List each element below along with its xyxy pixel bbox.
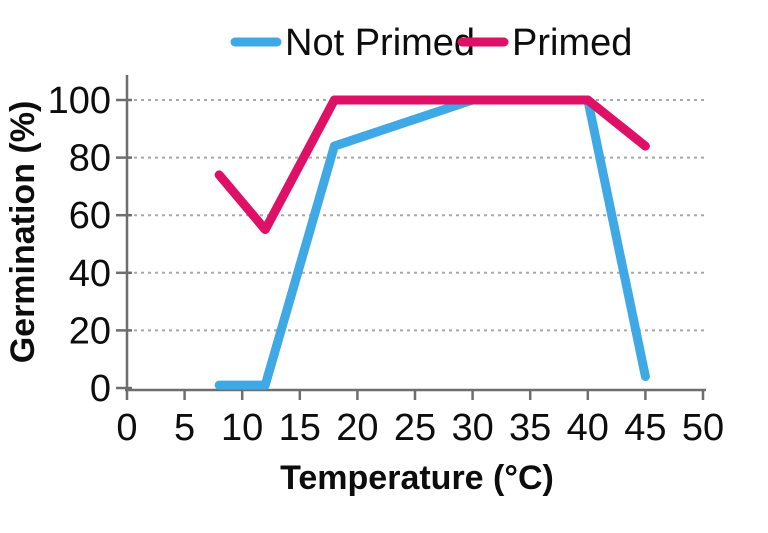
y-axis-tick-labels: 0 20 40 60 80 100 xyxy=(48,80,111,410)
data-series xyxy=(214,95,650,390)
x-tick-label-40: 40 xyxy=(567,407,609,449)
legend-label-2: Primed xyxy=(512,22,632,64)
x-tick-label-35: 35 xyxy=(509,407,551,449)
y-tick-label-100: 100 xyxy=(48,80,111,122)
x-tick-label-10: 10 xyxy=(221,407,263,449)
x-tick-label-20: 20 xyxy=(336,407,378,449)
x-tick-label-15: 15 xyxy=(279,407,321,449)
y-tick-label-40: 40 xyxy=(69,253,111,295)
series-line-primed xyxy=(214,95,650,235)
legend-item-primed: Primed xyxy=(457,22,632,64)
legend-item-not-primed: Not Primed xyxy=(230,22,475,64)
chart-legend: Not Primed Primed xyxy=(230,22,632,64)
y-axis-ticks xyxy=(116,98,132,390)
x-axis-title: Temperature (°C) xyxy=(280,459,554,497)
x-tick-label-50: 50 xyxy=(682,407,724,449)
y-tick-label-60: 60 xyxy=(69,195,111,237)
series-line-not-primed xyxy=(214,95,650,390)
x-tick-label-30: 30 xyxy=(451,407,493,449)
legend-label-1: Not Primed xyxy=(285,22,475,64)
x-axis-tick-labels: 0 5 10 15 20 25 30 35 40 45 50 xyxy=(116,407,724,449)
x-tick-label-25: 25 xyxy=(394,407,436,449)
x-tick-label-45: 45 xyxy=(624,407,666,449)
gridlines xyxy=(127,99,706,332)
y-tick-label-0: 0 xyxy=(90,368,111,410)
x-tick-label-0: 0 xyxy=(116,407,137,449)
x-tick-label-5: 5 xyxy=(174,407,195,449)
y-tick-label-20: 20 xyxy=(69,310,111,352)
y-tick-label-80: 80 xyxy=(69,138,111,180)
x-axis-ticks xyxy=(125,390,705,400)
y-axis-title: Germination (%) xyxy=(4,101,42,364)
